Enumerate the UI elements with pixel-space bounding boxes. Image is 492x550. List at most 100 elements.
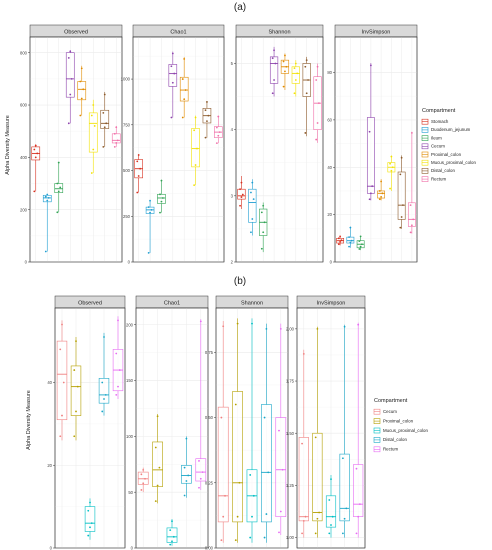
facet-title: InvSimpson <box>362 30 391 36</box>
y-tick-label: 1.25 <box>286 483 295 488</box>
data-point <box>101 381 104 384</box>
legend-label: Rectum <box>431 176 446 181</box>
data-point <box>371 185 374 188</box>
data-point <box>73 369 76 371</box>
data-point <box>34 144 37 147</box>
data-point <box>279 327 282 330</box>
facet-shannon: Shannon 2 3 4 5 <box>231 24 324 265</box>
data-point <box>56 182 59 185</box>
data-point <box>316 517 319 520</box>
data-point <box>236 515 239 518</box>
box-body <box>111 133 121 144</box>
data-point <box>160 179 163 182</box>
data-point <box>218 131 221 134</box>
data-point <box>169 543 172 546</box>
data-point <box>44 195 47 198</box>
panel-b: Alpha Diversity Measure Observed 0 20 40 Chao… <box>26 295 428 550</box>
data-point <box>79 80 82 83</box>
legend-item-proximal_colon: Proximal_colon <box>373 418 414 424</box>
data-point <box>193 129 196 132</box>
data-point <box>315 79 318 81</box>
box-body <box>179 76 189 102</box>
box-duodenum_jejunum <box>248 179 257 236</box>
y-tick-label: 0 <box>330 260 333 265</box>
box-cecum <box>217 321 229 543</box>
box-body <box>88 112 98 153</box>
data-point <box>46 193 49 196</box>
box-cecum <box>269 46 279 97</box>
panel-a: Alpha Diversity MeasureObserved020040060… <box>5 24 476 265</box>
data-point <box>56 211 59 214</box>
data-point <box>251 218 254 220</box>
data-point <box>196 147 198 150</box>
data-point <box>262 231 265 234</box>
y-tick-label: 1.50 <box>286 431 295 436</box>
box-rectum <box>195 319 207 490</box>
data-point <box>339 235 342 238</box>
data-point <box>89 501 91 504</box>
box-proximal_colon <box>312 326 323 538</box>
data-point <box>239 204 241 207</box>
box-cecum <box>366 63 375 201</box>
legend-item-distal_colon: Distal_colon <box>373 437 407 443</box>
y-tick-label: 0.00 <box>205 546 214 550</box>
data-point <box>222 325 225 328</box>
box-stomach <box>134 154 143 194</box>
data-point <box>337 243 340 246</box>
data-point <box>80 67 83 70</box>
data-point <box>314 436 317 439</box>
y-tick-label: 150 <box>126 378 134 383</box>
data-point <box>331 515 334 518</box>
box-proximal_colon <box>70 336 82 441</box>
data-point <box>59 186 62 189</box>
legend-item-mucus_proximal_colon: Mucus_proximal_colon <box>421 159 476 166</box>
box-body <box>157 194 166 204</box>
data-point <box>113 132 116 135</box>
data-point <box>341 532 344 535</box>
box-rectum <box>112 316 124 400</box>
data-point <box>369 192 372 195</box>
legend-label: Distal_colon <box>431 168 455 173</box>
box-proximal_colon <box>152 414 163 504</box>
data-point <box>359 235 362 238</box>
data-point <box>410 224 413 227</box>
data-point <box>316 65 319 68</box>
box-distal_colon <box>261 323 272 543</box>
data-point <box>215 126 218 129</box>
data-point <box>67 122 70 125</box>
box-body <box>168 64 178 87</box>
data-point <box>59 435 62 438</box>
data-point <box>136 160 139 163</box>
box-ileum <box>356 235 365 251</box>
data-point <box>137 154 140 156</box>
data-point <box>181 78 184 80</box>
data-point <box>284 54 286 57</box>
y-tick-label: 20 <box>327 212 332 217</box>
data-point <box>330 478 332 481</box>
y-tick-label: 1000 <box>121 77 131 82</box>
data-point <box>349 226 352 229</box>
y-tick-label: 500 <box>123 168 131 173</box>
box-duodenum_jejunum <box>346 226 355 248</box>
data-point <box>199 320 202 323</box>
box-body <box>353 464 364 517</box>
data-point <box>82 88 85 91</box>
legend-label: Stomach <box>431 119 449 124</box>
data-point <box>399 173 402 176</box>
data-point <box>378 198 381 201</box>
data-point <box>61 414 63 417</box>
data-point <box>93 125 96 127</box>
box-mucus_proximal_colon <box>84 498 96 540</box>
data-point <box>380 195 383 198</box>
data-point <box>389 187 391 190</box>
data-point <box>240 196 243 199</box>
legend-item-proximal_colon: Proximal_colon <box>421 151 462 158</box>
legend-label: Proximal_colon <box>431 152 462 157</box>
box-proximal_colon <box>179 57 189 119</box>
plot-border <box>29 36 123 263</box>
data-point <box>137 175 140 177</box>
box-rectum <box>111 125 121 148</box>
data-point <box>389 162 391 165</box>
y-axis-label: Alpha Diversity Measure <box>5 115 11 175</box>
